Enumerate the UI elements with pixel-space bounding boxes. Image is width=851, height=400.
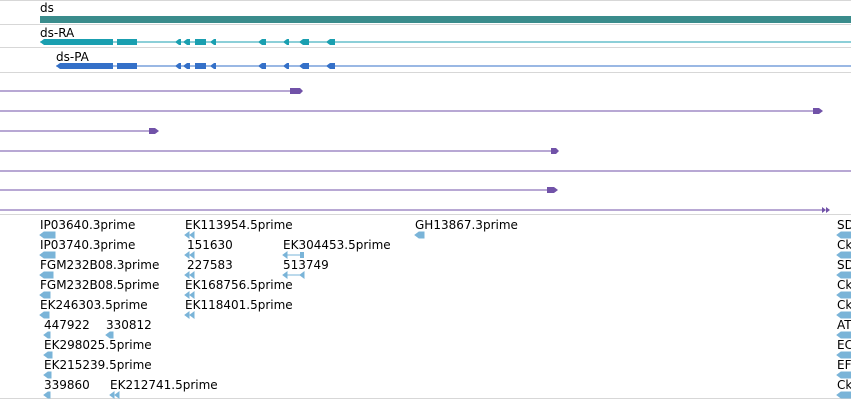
match-feature[interactable] [0, 148, 559, 154]
est-feature[interactable] [184, 291, 195, 299]
match-feature[interactable] [0, 187, 558, 193]
transcript-label[interactable]: ds-RA [40, 26, 75, 40]
est-label[interactable]: AT [837, 318, 851, 332]
track-divider [0, 24, 851, 25]
est-feature[interactable] [39, 251, 56, 259]
track-divider [0, 47, 851, 48]
est-label[interactable]: Ck [837, 298, 851, 312]
est-feature[interactable] [836, 271, 851, 279]
est-label[interactable]: 513749 [283, 258, 329, 272]
est-label[interactable]: FGM232B08.3prime [40, 258, 160, 272]
est-label[interactable]: EC [837, 338, 851, 352]
est-label[interactable]: EK298025.5prime [44, 338, 152, 352]
est-label[interactable]: EK113954.5prime [185, 218, 293, 232]
match-feature[interactable] [0, 207, 830, 213]
est-feature[interactable] [282, 271, 305, 279]
est-feature[interactable] [836, 371, 851, 379]
est-feature[interactable] [836, 311, 851, 319]
protein-label[interactable]: ds-PA [56, 50, 89, 64]
gene-label[interactable]: ds [40, 1, 54, 15]
est-label[interactable]: Ck [837, 278, 851, 292]
est-label[interactable]: 227583 [187, 258, 233, 272]
est-feature[interactable] [39, 271, 54, 279]
est-label[interactable]: EK246303.5prime [40, 298, 148, 312]
est-label[interactable]: EF [837, 358, 851, 372]
track-divider [0, 398, 851, 399]
est-feature[interactable] [39, 311, 50, 319]
est-feature[interactable] [39, 231, 56, 239]
est-feature[interactable] [184, 311, 195, 319]
est-feature[interactable] [184, 251, 195, 259]
est-label[interactable]: IP03740.3prime [40, 238, 136, 252]
est-feature[interactable] [836, 391, 851, 399]
track-divider [0, 72, 851, 73]
match-feature[interactable] [0, 128, 159, 134]
est-label[interactable]: EK212741.5prime [110, 378, 218, 392]
est-label[interactable]: SD [837, 258, 851, 272]
track-divider [0, 214, 851, 215]
est-label[interactable]: Ck [837, 238, 851, 252]
est-feature[interactable] [43, 331, 51, 339]
est-label[interactable]: EK118401.5prime [185, 298, 293, 312]
est-feature[interactable] [836, 331, 851, 339]
est-label[interactable]: EK304453.5prime [283, 238, 391, 252]
est-label[interactable]: GH13867.3prime [415, 218, 518, 232]
est-feature[interactable] [105, 331, 114, 339]
est-feature[interactable] [39, 291, 51, 299]
est-label[interactable]: EK168756.5prime [185, 278, 293, 292]
gene-feature-bar[interactable] [40, 16, 851, 23]
est-label[interactable]: Ck [837, 378, 851, 392]
est-label[interactable]: IP03640.3prime [40, 218, 136, 232]
est-feature[interactable] [836, 351, 851, 359]
est-feature[interactable] [43, 351, 53, 359]
est-feature[interactable] [184, 271, 195, 279]
transcript-feature[interactable] [40, 39, 851, 45]
est-feature[interactable] [836, 231, 851, 239]
est-feature[interactable] [43, 371, 52, 379]
est-feature[interactable] [414, 231, 425, 239]
est-label[interactable]: SD [837, 218, 851, 232]
match-feature[interactable] [0, 88, 303, 94]
est-feature[interactable] [43, 391, 51, 399]
est-label[interactable]: 339860 [44, 378, 90, 392]
est-label[interactable]: 330812 [106, 318, 152, 332]
est-label[interactable]: 447922 [44, 318, 90, 332]
est-feature[interactable] [836, 251, 851, 259]
est-label[interactable]: FGM232B08.5prime [40, 278, 160, 292]
est-feature[interactable] [109, 391, 120, 399]
track-divider [0, 0, 851, 1]
protein-feature[interactable] [56, 63, 851, 69]
match-feature[interactable] [0, 108, 823, 114]
est-label[interactable]: 151630 [187, 238, 233, 252]
est-feature[interactable] [184, 231, 195, 239]
est-label[interactable]: EK215239.5prime [44, 358, 152, 372]
est-feature[interactable] [836, 291, 851, 299]
est-feature[interactable] [282, 251, 304, 259]
